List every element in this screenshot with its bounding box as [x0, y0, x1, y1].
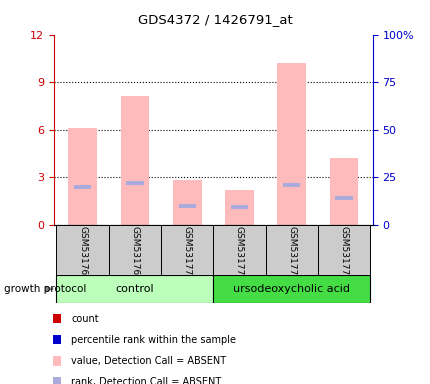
Bar [329, 158, 358, 225]
Bar [224, 190, 253, 225]
Bar [335, 196, 352, 200]
Bar [56, 275, 213, 303]
Text: GSM531768: GSM531768 [78, 226, 87, 281]
Bar [120, 96, 149, 225]
Text: GSM531773: GSM531773 [339, 226, 348, 281]
Text: GDS4372 / 1426791_at: GDS4372 / 1426791_at [138, 13, 292, 26]
Text: ursodeoxycholic acid: ursodeoxycholic acid [233, 284, 350, 294]
Bar [230, 205, 248, 209]
Text: count: count [71, 314, 98, 324]
Bar [74, 185, 91, 189]
Bar [265, 225, 317, 275]
Bar [213, 225, 265, 275]
Bar [283, 183, 300, 187]
Text: rank, Detection Call = ABSENT: rank, Detection Call = ABSENT [71, 377, 221, 384]
Text: GSM531771: GSM531771 [234, 226, 243, 281]
Bar [108, 225, 161, 275]
Bar [178, 204, 195, 208]
Text: GSM531770: GSM531770 [182, 226, 191, 281]
Text: control: control [115, 284, 154, 294]
Bar [317, 225, 369, 275]
Bar [53, 335, 61, 344]
Bar [172, 180, 201, 225]
Text: GSM531772: GSM531772 [287, 226, 295, 281]
Bar [213, 275, 369, 303]
Bar [68, 128, 97, 225]
Bar [53, 356, 61, 366]
Text: growth protocol: growth protocol [4, 284, 86, 294]
Bar [161, 225, 213, 275]
Bar [277, 63, 305, 225]
Bar [53, 377, 61, 384]
Text: percentile rank within the sample: percentile rank within the sample [71, 335, 236, 345]
Text: value, Detection Call = ABSENT: value, Detection Call = ABSENT [71, 356, 226, 366]
Text: GSM531769: GSM531769 [130, 226, 139, 281]
Bar [56, 225, 108, 275]
Bar [126, 182, 143, 185]
Bar [53, 314, 61, 323]
